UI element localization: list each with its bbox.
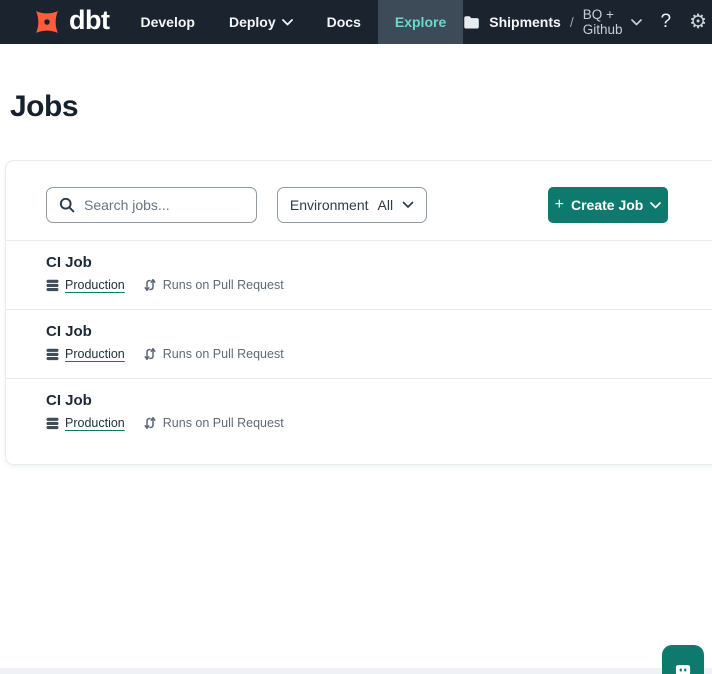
project-switcher[interactable]: Shipments / BQ + Github — [463, 7, 643, 37]
navbar-right: Shipments / BQ + Github ? ⚙ — [463, 0, 712, 44]
main-nav: Develop Deploy Docs Explore — [123, 0, 464, 44]
help-button[interactable]: ? — [660, 11, 672, 32]
job-trigger: Runs on Pull Request — [143, 347, 284, 361]
assistant-chat-button[interactable] — [662, 645, 704, 674]
next-section-edge — [0, 668, 712, 674]
pull-request-icon — [143, 416, 157, 430]
chevron-down-icon — [650, 201, 662, 209]
settings-gear-icon[interactable]: ⚙ — [689, 11, 707, 33]
jobs-toolbar: Environment All + Create Job — [6, 161, 712, 240]
nav-item-develop[interactable]: Develop — [140, 14, 195, 30]
job-environment-name[interactable]: Production — [65, 416, 125, 430]
job-environment-name[interactable]: Production — [65, 278, 125, 292]
chatbot-icon — [673, 661, 693, 674]
database-icon — [46, 279, 59, 292]
environment-filter-dropdown[interactable]: Environment All — [277, 187, 427, 223]
job-row[interactable]: CI Job Production — [6, 240, 712, 309]
dbt-logo[interactable]: dbt — [0, 0, 123, 44]
project-environment: BQ + Github — [582, 7, 623, 37]
nav-item-docs[interactable]: Docs — [326, 14, 361, 30]
dbt-logo-icon — [30, 5, 64, 39]
database-icon — [46, 417, 59, 430]
nav-item-explore[interactable]: Explore — [377, 0, 464, 44]
job-name: CI Job — [46, 254, 92, 271]
environment-filter-label: Environment — [289, 197, 369, 213]
environment-filter-value: All — [377, 197, 394, 213]
job-environment-link[interactable]: Production — [46, 347, 125, 361]
top-navbar: dbt Develop Deploy Docs Explore Shipment… — [0, 0, 712, 44]
pull-request-icon — [143, 278, 157, 292]
job-environment-name[interactable]: Production — [65, 347, 125, 361]
job-trigger: Runs on Pull Request — [143, 416, 284, 430]
job-trigger-label: Runs on Pull Request — [162, 278, 284, 292]
job-trigger-label: Runs on Pull Request — [162, 347, 284, 361]
create-job-button[interactable]: + Create Job — [548, 187, 668, 223]
job-meta: Production Runs on Pull Request — [46, 416, 683, 430]
page-title: Jobs — [10, 90, 79, 123]
job-name: CI Job — [46, 392, 92, 409]
database-icon — [46, 348, 59, 361]
job-meta: Production Runs on Pull Request — [46, 347, 683, 361]
chevron-down-icon — [402, 201, 414, 209]
brand-wordmark: dbt — [69, 4, 110, 35]
jobs-card: Environment All + Create Job CI Job — [5, 160, 712, 465]
job-row[interactable]: CI Job Production — [6, 378, 712, 447]
plus-icon: + — [554, 196, 564, 213]
search-box[interactable] — [46, 187, 257, 223]
job-trigger-label: Runs on Pull Request — [162, 416, 284, 430]
search-input[interactable] — [84, 197, 246, 213]
job-environment-link[interactable]: Production — [46, 278, 125, 292]
project-separator: / — [569, 14, 574, 30]
create-job-label: Create Job — [570, 197, 644, 213]
folder-icon — [463, 15, 480, 30]
chevron-down-icon — [281, 18, 293, 26]
job-row[interactable]: CI Job Production — [6, 309, 712, 378]
pull-request-icon — [143, 347, 157, 361]
chevron-down-icon — [631, 18, 643, 26]
job-meta: Production Runs on Pull Request — [46, 278, 683, 292]
job-name: CI Job — [46, 323, 92, 340]
nav-item-deploy[interactable]: Deploy — [212, 0, 310, 44]
job-environment-link[interactable]: Production — [46, 416, 125, 430]
search-icon — [59, 197, 75, 213]
job-trigger: Runs on Pull Request — [143, 278, 284, 292]
project-name: Shipments — [489, 14, 561, 30]
